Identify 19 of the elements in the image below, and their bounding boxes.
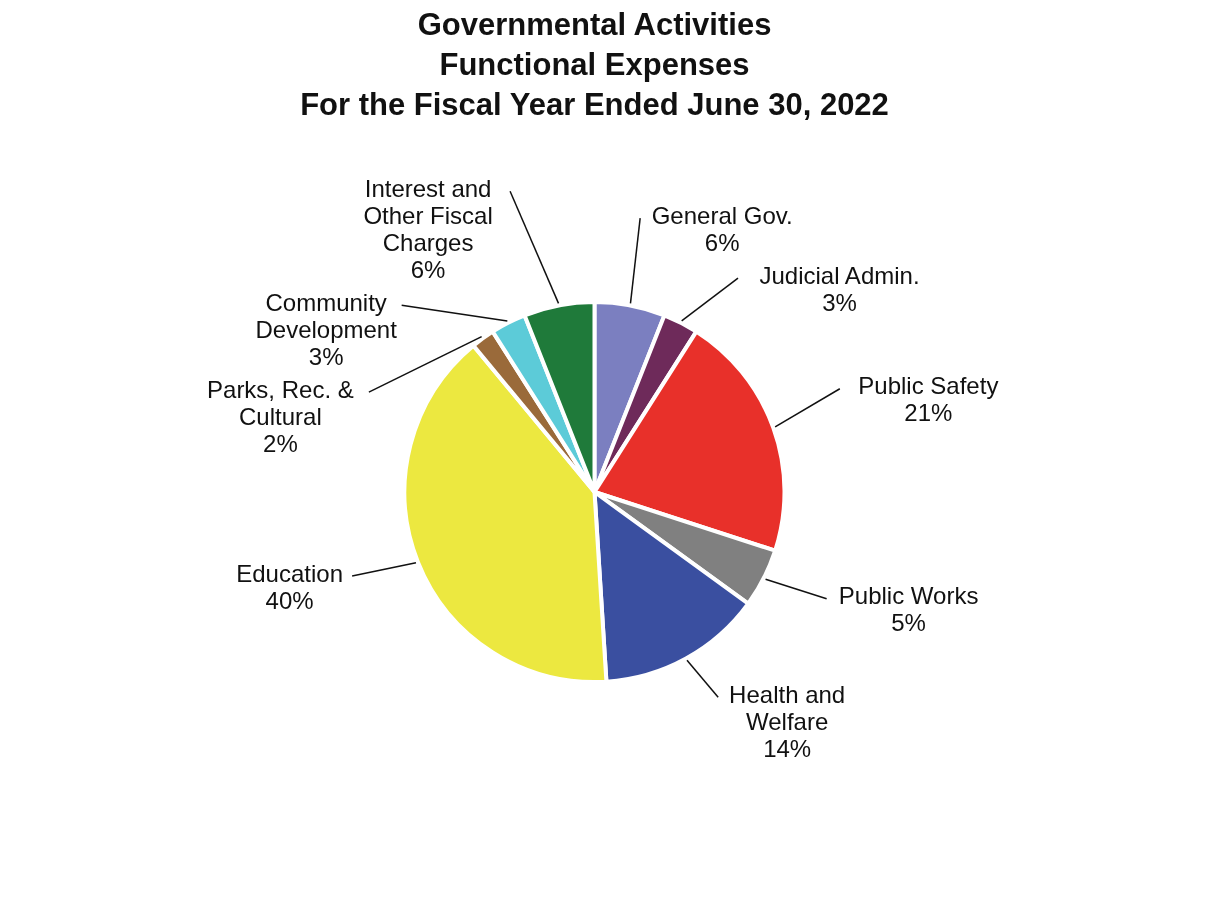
slice-label: Public Works (838, 582, 979, 610)
data-label: 6% (704, 228, 740, 256)
slice-label: Judicial Admin. (759, 261, 920, 289)
data-label: 2% (263, 429, 298, 457)
slice-label: Parks, Rec. & Cultural (207, 375, 354, 430)
data-label: 5% (891, 609, 926, 637)
slice-label: Interest and Other Fiscal Charges (363, 174, 493, 256)
slice-label: Public Safety (858, 372, 999, 400)
slice-label: General Gov. (651, 201, 793, 229)
data-label: 40% (265, 586, 314, 614)
slice-label: Education (236, 559, 343, 587)
data-label: 3% (308, 342, 344, 370)
data-label: 21% (904, 399, 953, 427)
data-label: 14% (763, 734, 812, 762)
data-label: 3% (822, 288, 857, 316)
data-label: 6% (410, 255, 446, 283)
slice-label: Community Development (255, 288, 398, 343)
chart-title: Governmental Activities Functional Expenses For the Fiscal Year Ended June 30, 2022 (300, 7, 889, 122)
slice-label: Health and Welfare (729, 680, 846, 735)
